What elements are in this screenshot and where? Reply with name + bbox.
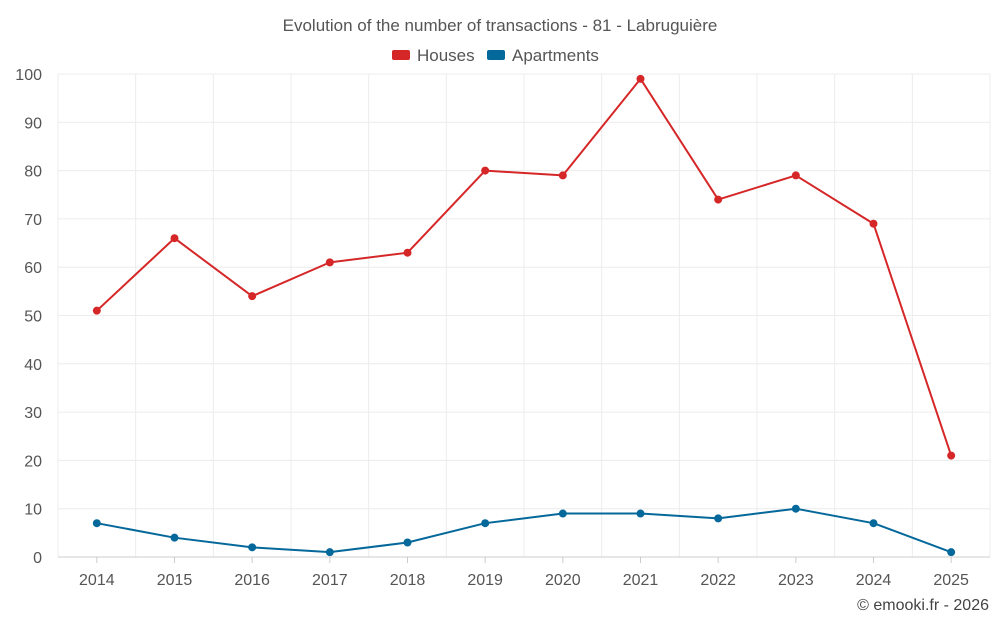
data-point-apartments[interactable]: [325, 548, 334, 557]
y-tick-label: 50: [24, 309, 42, 326]
x-tick-label: 2016: [234, 572, 270, 589]
data-point-apartments[interactable]: [791, 504, 800, 513]
y-tick-label: 10: [24, 502, 42, 519]
data-point-apartments[interactable]: [558, 509, 567, 518]
series-houses: [92, 74, 956, 460]
data-point-houses[interactable]: [92, 306, 101, 315]
data-point-apartments[interactable]: [92, 519, 101, 528]
x-tick-label: 2019: [467, 572, 503, 589]
legend: Houses Apartments: [392, 46, 599, 65]
y-tick-label: 40: [24, 357, 42, 374]
legend-item-apartments[interactable]: Apartments: [487, 46, 599, 65]
gridlines: [57, 73, 991, 557]
y-tick-label: 90: [24, 115, 42, 132]
x-tick-label: 2018: [390, 572, 426, 589]
x-tick-label: 2020: [545, 572, 581, 589]
x-tick-label: 2021: [623, 572, 659, 589]
data-point-apartments[interactable]: [869, 519, 878, 528]
x-tick-label: 2023: [778, 572, 814, 589]
data-point-houses[interactable]: [636, 74, 645, 83]
data-point-houses[interactable]: [947, 451, 956, 460]
x-tick-label: 2022: [700, 572, 736, 589]
data-point-houses[interactable]: [791, 171, 800, 180]
legend-swatch-houses: [392, 50, 410, 60]
y-tick-label: 0: [33, 550, 42, 567]
data-point-apartments[interactable]: [170, 533, 179, 542]
chart-title: Evolution of the number of transactions …: [283, 16, 718, 35]
data-point-apartments[interactable]: [714, 514, 723, 523]
y-tick-label: 30: [24, 405, 42, 422]
data-point-houses[interactable]: [325, 258, 334, 267]
credit-text: © emooki.fr - 2026: [857, 597, 989, 614]
y-tick-label: 20: [24, 453, 42, 470]
data-point-houses[interactable]: [481, 166, 490, 175]
data-point-apartments[interactable]: [947, 548, 956, 557]
data-point-houses[interactable]: [558, 171, 567, 180]
legend-label-houses: Houses: [417, 46, 475, 65]
legend-swatch-apartments: [487, 50, 505, 60]
y-axis: 0 10 20 30 40 50 60 70 80 90 100: [15, 67, 42, 567]
data-point-houses[interactable]: [869, 219, 878, 228]
y-tick-label: 80: [24, 164, 42, 181]
data-point-apartments[interactable]: [403, 538, 412, 547]
data-point-houses[interactable]: [403, 248, 412, 257]
x-axis: 2014 2015 2016 2017 2018 2019 2020 2021 2022 2023…: [58, 556, 990, 589]
series: [92, 74, 956, 557]
series-line-houses: [96, 77, 953, 456]
x-tick-label: 2014: [79, 572, 115, 589]
x-tick-label: 2024: [856, 572, 892, 589]
y-tick-label: 60: [24, 260, 42, 277]
series-line-apartments: [96, 507, 952, 554]
data-point-houses[interactable]: [248, 292, 257, 301]
data-point-houses[interactable]: [714, 195, 723, 204]
x-tick-label: 2015: [157, 572, 193, 589]
legend-label-apartments: Apartments: [512, 46, 599, 65]
legend-item-houses[interactable]: Houses: [392, 46, 475, 65]
data-point-apartments[interactable]: [481, 519, 490, 528]
series-apartments: [92, 504, 956, 557]
x-tick-label: 2017: [312, 572, 348, 589]
x-tick-label: 2025: [933, 572, 969, 589]
data-point-apartments[interactable]: [636, 509, 645, 518]
y-tick-label: 70: [24, 212, 42, 229]
data-point-houses[interactable]: [170, 234, 179, 243]
y-tick-label: 100: [15, 67, 42, 84]
data-point-apartments[interactable]: [248, 543, 257, 552]
